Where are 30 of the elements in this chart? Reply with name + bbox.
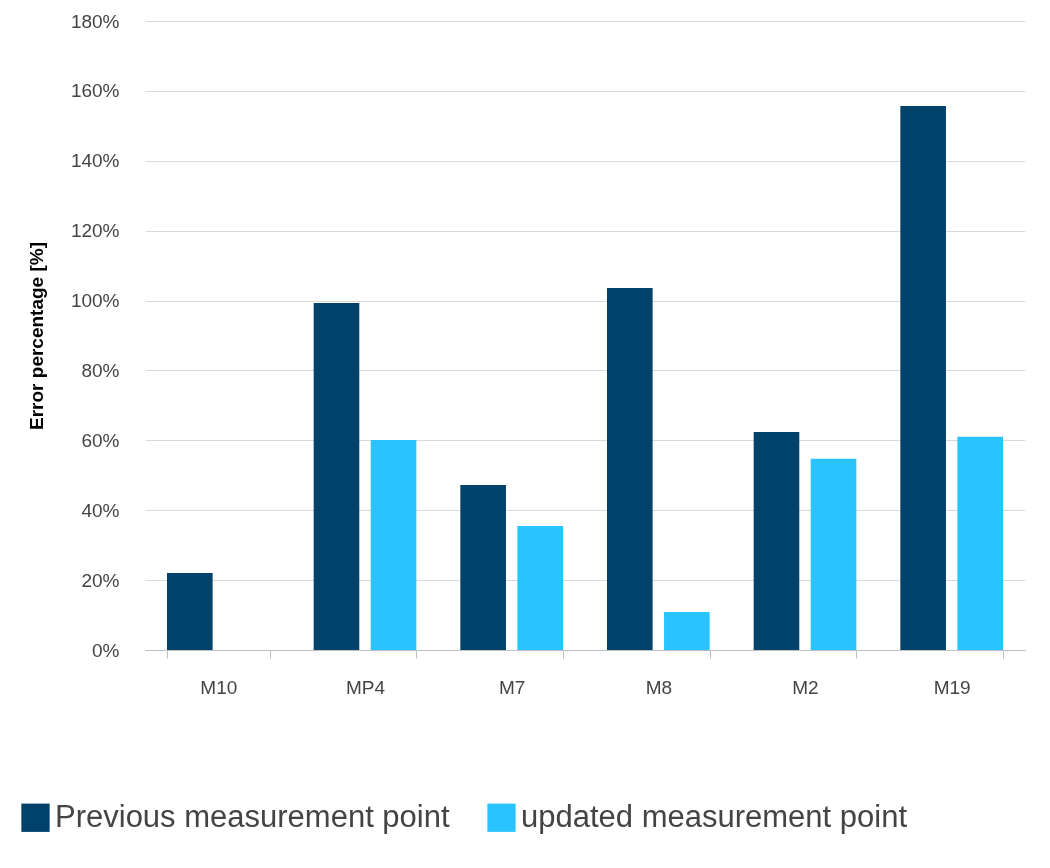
legend-label: Previous measurement point (55, 798, 450, 834)
y-tick-label: 100% (70, 290, 120, 312)
x-tick-label: MP4 (345, 676, 386, 698)
bar (753, 431, 800, 650)
x-tick-label: M8 (645, 676, 673, 698)
bar (167, 573, 213, 650)
y-tick-label: 60% (81, 429, 120, 451)
y-tick-label: 40% (81, 499, 120, 521)
bar (664, 611, 710, 650)
bar (460, 485, 506, 650)
bar (517, 525, 563, 650)
bar (957, 436, 1003, 650)
x-tick-label: M19 (933, 676, 971, 698)
bar (810, 458, 857, 650)
legend-label: updated measurement point (521, 798, 908, 834)
y-tick-label: 160% (70, 80, 120, 102)
bar (370, 439, 417, 650)
bar (313, 303, 360, 650)
y-tick-label: 180% (70, 10, 120, 32)
y-tick-label: 20% (81, 569, 120, 591)
x-tick-label: M10 (200, 676, 238, 698)
x-tick-label: M2 (792, 676, 819, 698)
bar (900, 105, 946, 650)
y-tick-label: 120% (70, 220, 120, 242)
bar (607, 287, 653, 650)
y-axis-title: Error percentage [%] (25, 242, 47, 430)
y-tick-label: 0% (92, 639, 120, 661)
y-tick-label: 80% (81, 359, 120, 381)
y-tick-label: 140% (70, 150, 120, 172)
x-tick-label: M7 (498, 676, 526, 698)
